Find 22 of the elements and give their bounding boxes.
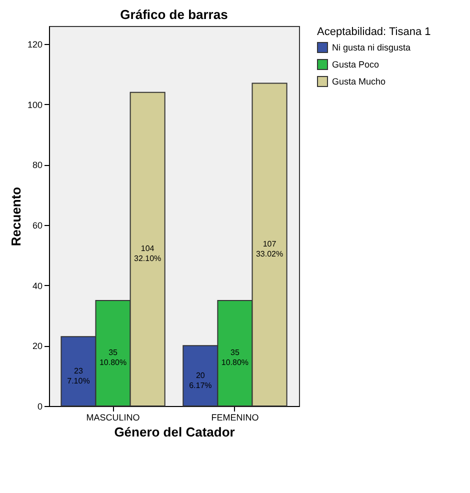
- y-tick-label: 40: [32, 280, 42, 291]
- y-tick-label: 20: [32, 341, 42, 352]
- data-label: 35 10.80%: [99, 348, 127, 368]
- y-tick-label: 80: [32, 160, 42, 170]
- x-tick-label: FEMENINO: [211, 412, 259, 422]
- chart-title: Gráfico de barras: [120, 7, 228, 22]
- y-tick-label: 120: [27, 40, 42, 50]
- legend-label: Gusta Poco: [332, 60, 380, 70]
- legend-label: Gusta Mucho: [332, 76, 386, 86]
- y-tick-label: 100: [27, 100, 42, 110]
- y-tick-label: 60: [32, 220, 42, 231]
- data-label: 107 33.02%: [256, 240, 284, 259]
- data-label: 23 7.10%: [67, 366, 90, 386]
- y-tick-label: 0: [37, 402, 42, 412]
- data-label: 104 32.10%: [134, 244, 162, 264]
- legend-label: Ni gusta ni disgusta: [332, 42, 411, 52]
- data-label: 20 6.17%: [189, 370, 212, 390]
- x-axis-title: Género del Catador: [114, 424, 235, 440]
- data-label: 35 10.80%: [221, 348, 249, 368]
- y-axis-title: Recuento: [8, 186, 24, 246]
- legend-title: Aceptabilidad: Tisana 1: [317, 26, 431, 38]
- x-tick-label: MASCULINO: [86, 412, 140, 422]
